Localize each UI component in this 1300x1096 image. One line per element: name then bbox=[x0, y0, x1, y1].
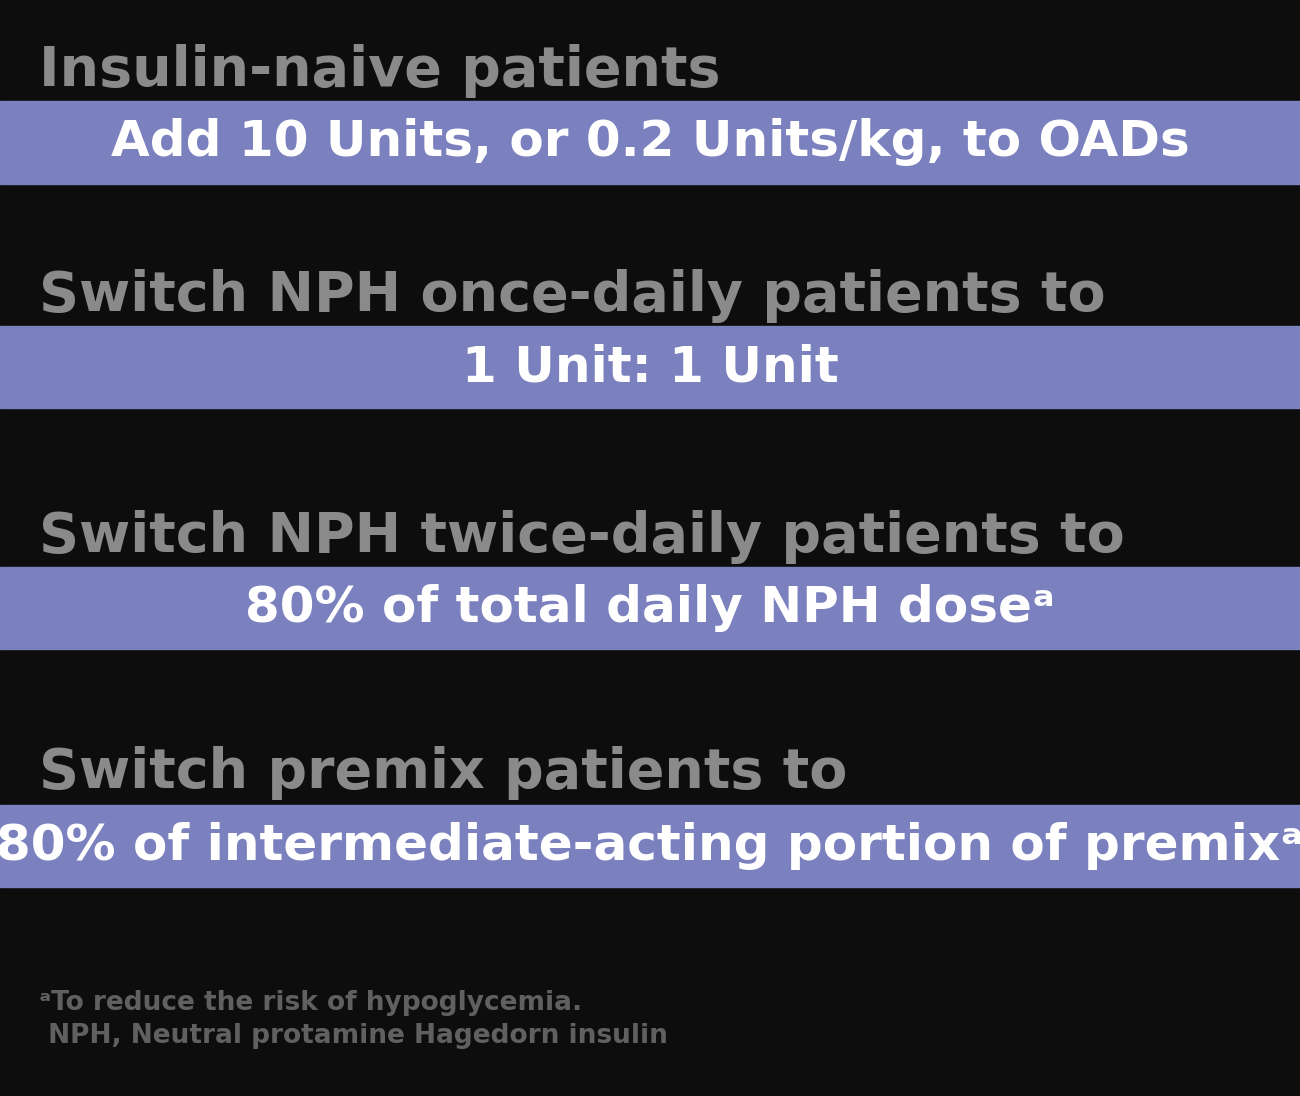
Bar bbox=[0, 102, 1300, 183]
Text: 80% of total daily NPH doseᵃ: 80% of total daily NPH doseᵃ bbox=[246, 584, 1054, 632]
Text: NPH, Neutral protamine Hagedorn insulin: NPH, Neutral protamine Hagedorn insulin bbox=[39, 1023, 668, 1049]
Text: ᵃTo reduce the risk of hypoglycemia.: ᵃTo reduce the risk of hypoglycemia. bbox=[39, 990, 582, 1016]
Bar bbox=[0, 327, 1300, 409]
Bar bbox=[0, 804, 1300, 888]
Text: Add 10 Units, or 0.2 Units/kg, to OADs: Add 10 Units, or 0.2 Units/kg, to OADs bbox=[111, 118, 1190, 167]
Bar bbox=[0, 568, 1300, 649]
Text: 1 Unit: 1 Unit: 1 Unit: 1 Unit bbox=[462, 343, 838, 391]
Text: Switch NPH twice-daily patients to: Switch NPH twice-daily patients to bbox=[39, 510, 1124, 564]
Text: 80% of intermediate-acting portion of premixᵃ: 80% of intermediate-acting portion of pr… bbox=[0, 822, 1300, 870]
Text: Switch premix patients to: Switch premix patients to bbox=[39, 745, 848, 800]
Text: Insulin-naive patients: Insulin-naive patients bbox=[39, 44, 720, 99]
Text: Switch NPH once-daily patients to: Switch NPH once-daily patients to bbox=[39, 269, 1105, 323]
